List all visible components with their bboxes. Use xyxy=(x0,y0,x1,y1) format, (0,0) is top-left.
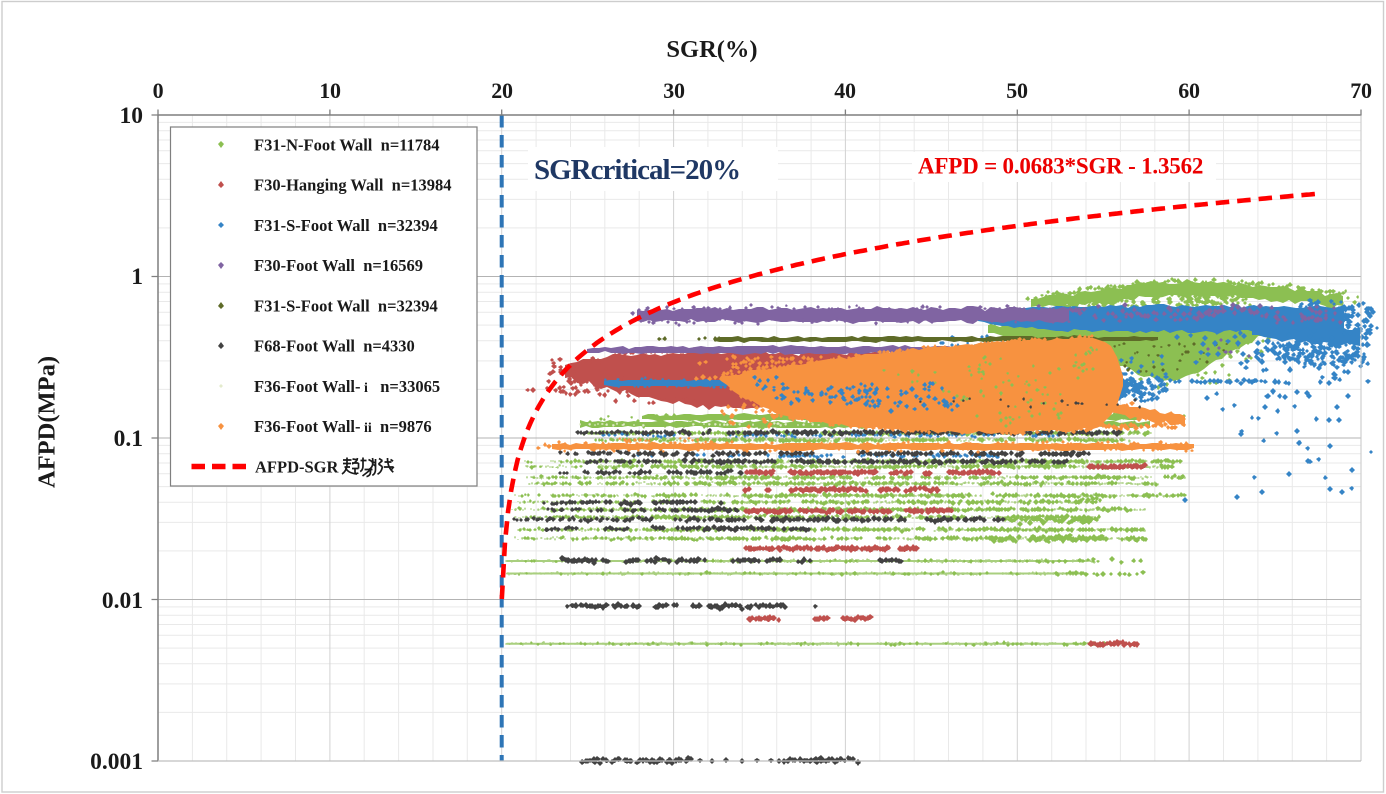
svg-text:0.1: 0.1 xyxy=(114,426,143,452)
svg-text:10: 10 xyxy=(120,103,144,129)
svg-text:F31-S-Foot Wall n=32394: F31-S-Foot Wall n=32394 xyxy=(254,296,438,315)
svg-text:10: 10 xyxy=(319,78,341,103)
svg-text:0: 0 xyxy=(153,78,164,103)
svg-text:60: 60 xyxy=(1178,78,1200,103)
svg-text:AFPD = 0.0683*SGR - 1.3562: AFPD = 0.0683*SGR - 1.3562 xyxy=(918,154,1203,179)
svg-text:30: 30 xyxy=(663,78,685,103)
svg-text:SGRcritical=20%: SGRcritical=20% xyxy=(534,154,740,186)
svg-text:70: 70 xyxy=(1350,78,1372,103)
svg-text:F68-Foot Wall n=4330: F68-Foot Wall n=4330 xyxy=(254,337,415,356)
svg-text:0.01: 0.01 xyxy=(102,588,143,614)
svg-text:F36-Foot Wall- i n=33065: F36-Foot Wall- i n=33065 xyxy=(254,377,440,396)
svg-text:SGR(%): SGR(%) xyxy=(666,36,757,63)
svg-text:F30-Hanging Wall n=13984: F30-Hanging Wall n=13984 xyxy=(254,176,452,195)
svg-text:1: 1 xyxy=(131,264,143,290)
svg-text:AFPD(MPa): AFPD(MPa) xyxy=(34,356,61,488)
svg-text:AFPD-SGR: AFPD-SGR xyxy=(255,457,339,476)
svg-text:40: 40 xyxy=(834,78,856,103)
svg-text:20: 20 xyxy=(491,78,513,103)
svg-text:F30-Foot Wall n=16569: F30-Foot Wall n=16569 xyxy=(254,256,423,275)
svg-text:50: 50 xyxy=(1006,78,1028,103)
svg-text:F31-N-Foot Wall n=11784: F31-N-Foot Wall n=11784 xyxy=(254,135,440,154)
svg-text:0.001: 0.001 xyxy=(90,749,143,775)
svg-text:F36-Foot Wall- ii n=9876: F36-Foot Wall- ii n=9876 xyxy=(254,417,432,436)
svg-text:F31-S-Foot Wall n=32394: F31-S-Foot Wall n=32394 xyxy=(254,216,438,235)
